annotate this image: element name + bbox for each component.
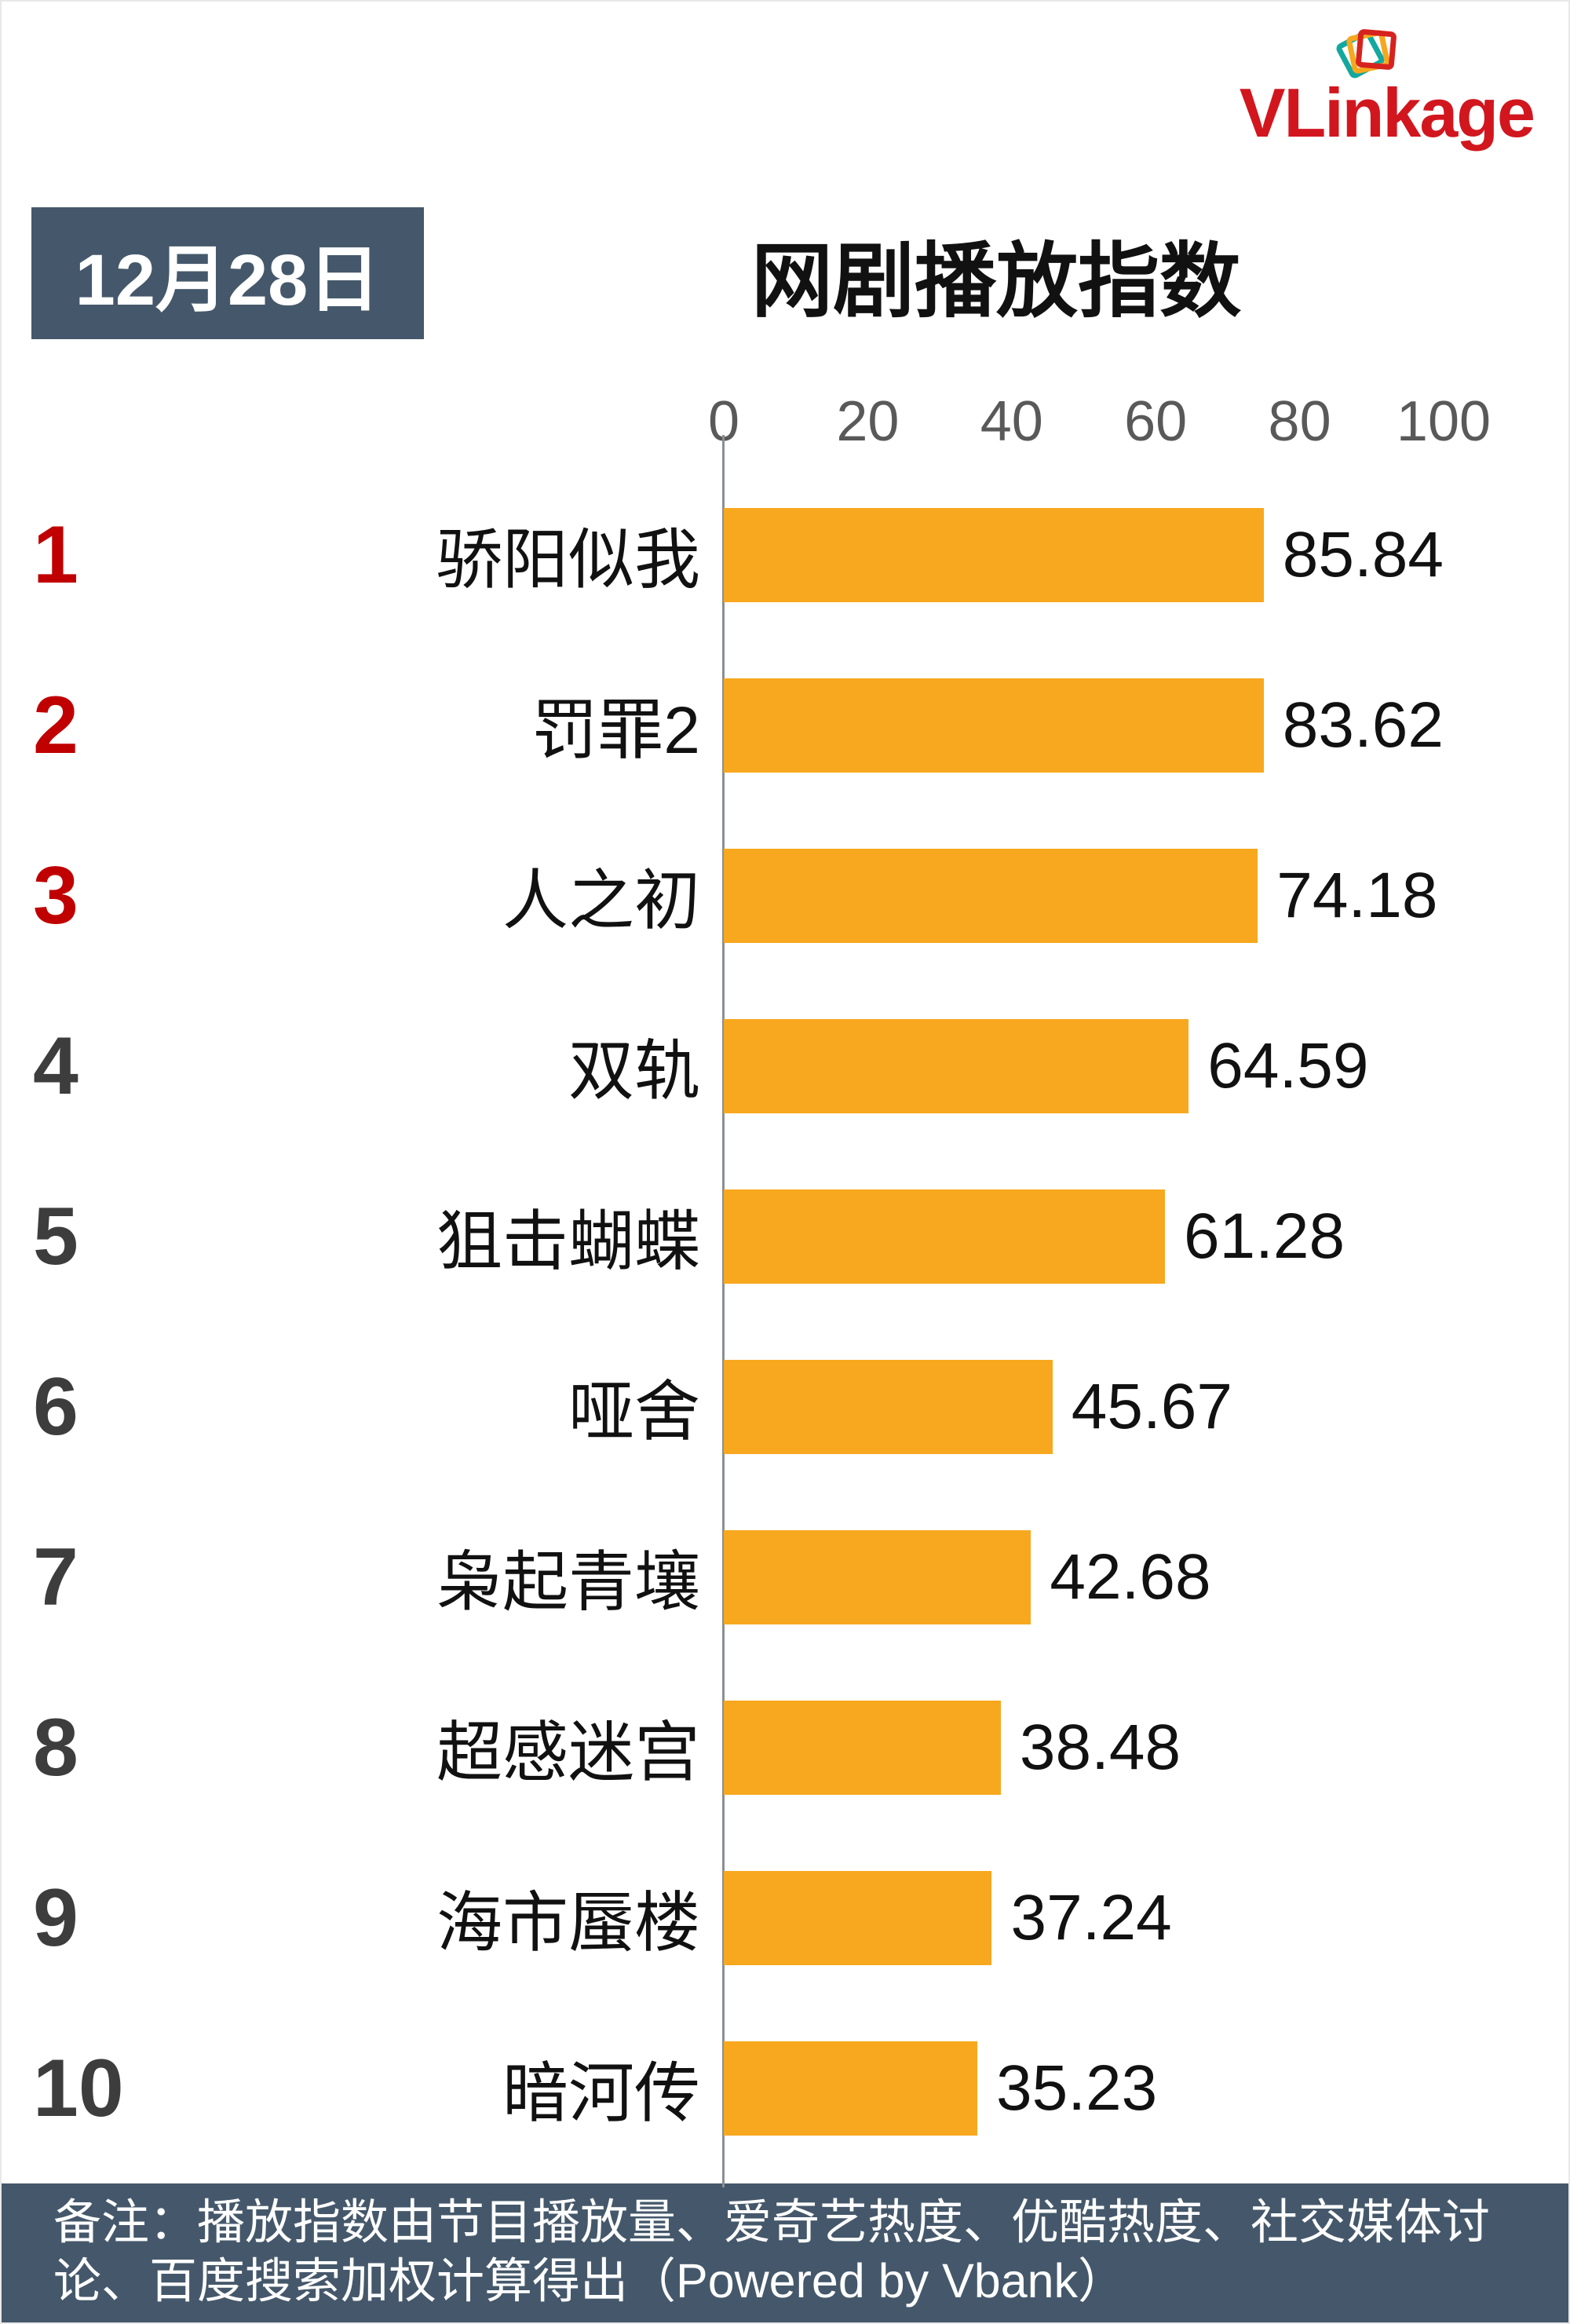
value-label: 83.62 [1282,689,1444,761]
date-badge: 12月28日 [31,207,424,339]
bar-plot-area: 42.68 [724,1529,1444,1624]
rank-number: 3 [33,850,78,941]
chart-row: 3 人之初 74.18 [2,810,1568,981]
page-title: 网剧播放指数 [750,236,1241,327]
rank-number: 7 [33,1531,78,1623]
index-bar [724,1018,1189,1113]
bar-plot-area: 37.24 [724,1870,1444,1965]
index-bar [724,678,1264,773]
category-label: 双轨 [568,1034,700,1108]
index-bar [724,507,1264,602]
value-label: 61.28 [1183,1200,1345,1272]
chart-row: 10 暗河传 35.23 [2,2003,1568,2173]
category-label: 超感迷宫 [436,1716,700,1789]
rank-number: 8 [33,1701,78,1793]
index-bar [724,1870,992,1965]
chart-row: 1 骄阳似我 85.84 [2,470,1568,640]
bar-plot-area: 45.67 [724,1359,1444,1454]
footer-note: 备注：播放指数由节目播放量、爱奇艺热度、优酷热度、社交媒体讨论、百度搜索加权计算… [2,2183,1568,2322]
value-label: 35.23 [996,2052,1158,2124]
index-bar [724,2041,978,2136]
x-axis: 0 20 40 60 80 100 [708,389,1491,462]
category-label: 暗河传 [502,2056,700,2130]
value-label: 37.24 [1010,1881,1172,1953]
bar-plot-area: 35.23 [724,2041,1444,2136]
category-label: 海市蜃楼 [436,1886,700,1960]
index-bar [724,1189,1165,1284]
title-row: 12月28日 网剧播放指数 [2,207,1568,339]
vlinkage-logo-icon [1336,29,1397,79]
category-label: 枭起青壤 [436,1545,700,1619]
rank-number: 10 [33,2042,124,2134]
x-axis-tick: 60 [1124,390,1188,453]
category-label: 骄阳似我 [436,523,700,597]
x-axis-tick: 20 [836,390,900,453]
x-axis-tick: 80 [1268,390,1331,453]
chart-rows: 1 骄阳似我 85.84 2 罚罪2 83.62 3 人之初 74.18 4 双… [2,470,1568,2173]
bar-plot-area: 64.59 [724,1018,1444,1113]
category-label: 哑舍 [568,1375,700,1449]
chart-row: 4 双轨 64.59 [2,981,1568,1151]
index-bar [724,1359,1053,1454]
bar-plot-area: 83.62 [724,678,1444,773]
rank-number: 1 [33,509,78,601]
chart-row: 9 海市蜃楼 37.24 [2,1833,1568,2003]
x-axis-tick: 40 [980,390,1043,453]
bar-plot-area: 85.84 [724,507,1444,602]
rank-number: 5 [33,1190,78,1282]
chart-row: 6 哑舍 45.67 [2,1321,1568,1492]
y-axis-line [722,435,725,2187]
rank-number: 2 [33,679,78,771]
category-label: 人之初 [502,864,700,937]
bar-plot-area: 74.18 [724,848,1444,943]
bar-chart: 0 20 40 60 80 100 1 骄阳似我 85.84 2 罚罪2 83.62 3 … [2,389,1568,2187]
chart-row: 7 枭起青壤 42.68 [2,1492,1568,1662]
chart-row: 2 罚罪2 83.62 [2,640,1568,810]
value-label: 64.59 [1207,1029,1369,1102]
vlinkage-logo-text: VLinkage [1239,74,1535,152]
vlinkage-logo: VLinkage [1239,22,1535,152]
category-label: 罚罪2 [531,693,700,767]
value-label: 74.18 [1276,859,1438,931]
value-label: 85.84 [1282,518,1444,590]
rank-number: 9 [33,1872,78,1964]
chart-row: 8 超感迷宫 38.48 [2,1662,1568,1833]
value-label: 45.67 [1071,1370,1232,1442]
bar-plot-area: 61.28 [724,1189,1444,1284]
index-bar [724,1529,1031,1624]
rank-number: 6 [33,1361,78,1452]
bar-plot-area: 38.48 [724,1700,1444,1795]
chart-row: 5 狙击蝴蝶 61.28 [2,1151,1568,1321]
value-label: 42.68 [1050,1540,1211,1613]
value-label: 38.48 [1019,1711,1181,1783]
index-bar [724,848,1258,943]
x-axis-tick: 100 [1396,390,1492,453]
index-bar [724,1700,1001,1795]
category-label: 狙击蝴蝶 [436,1204,700,1278]
rank-number: 4 [33,1020,78,1112]
